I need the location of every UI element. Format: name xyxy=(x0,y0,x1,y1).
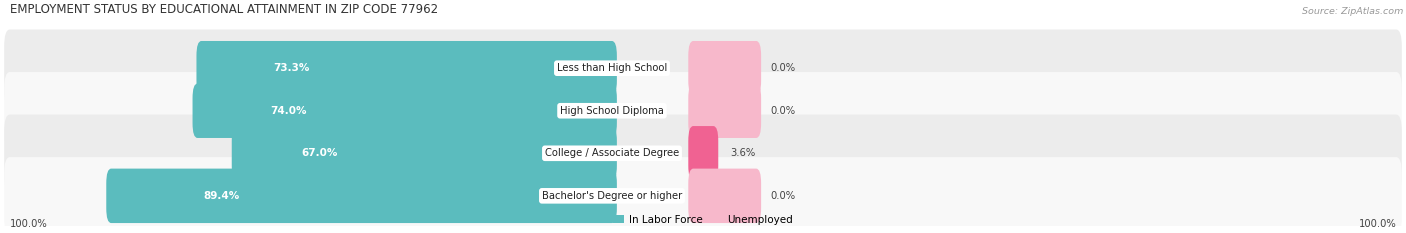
Text: 89.4%: 89.4% xyxy=(204,191,239,201)
FancyBboxPatch shape xyxy=(689,169,761,223)
Text: 0.0%: 0.0% xyxy=(770,191,796,201)
FancyBboxPatch shape xyxy=(4,157,1402,233)
FancyBboxPatch shape xyxy=(4,30,1402,107)
Text: 3.6%: 3.6% xyxy=(730,148,755,158)
Text: Less than High School: Less than High School xyxy=(557,63,666,73)
FancyBboxPatch shape xyxy=(4,115,1402,192)
FancyBboxPatch shape xyxy=(4,72,1402,149)
Text: Bachelor's Degree or higher: Bachelor's Degree or higher xyxy=(541,191,682,201)
FancyBboxPatch shape xyxy=(107,169,617,223)
FancyBboxPatch shape xyxy=(197,41,617,96)
FancyBboxPatch shape xyxy=(689,41,761,96)
FancyBboxPatch shape xyxy=(232,126,617,181)
FancyBboxPatch shape xyxy=(193,83,617,138)
FancyBboxPatch shape xyxy=(689,83,761,138)
Text: EMPLOYMENT STATUS BY EDUCATIONAL ATTAINMENT IN ZIP CODE 77962: EMPLOYMENT STATUS BY EDUCATIONAL ATTAINM… xyxy=(10,3,437,16)
FancyBboxPatch shape xyxy=(689,126,718,181)
Text: 0.0%: 0.0% xyxy=(770,106,796,116)
Text: 74.0%: 74.0% xyxy=(270,106,307,116)
Text: 100.0%: 100.0% xyxy=(10,219,48,229)
Text: 67.0%: 67.0% xyxy=(301,148,337,158)
Text: Source: ZipAtlas.com: Source: ZipAtlas.com xyxy=(1302,7,1403,16)
Text: High School Diploma: High School Diploma xyxy=(560,106,664,116)
Text: 73.3%: 73.3% xyxy=(274,63,309,73)
Text: College / Associate Degree: College / Associate Degree xyxy=(546,148,679,158)
Legend: In Labor Force, Unemployed: In Labor Force, Unemployed xyxy=(609,211,797,229)
Text: 100.0%: 100.0% xyxy=(1358,219,1396,229)
Text: 0.0%: 0.0% xyxy=(770,63,796,73)
